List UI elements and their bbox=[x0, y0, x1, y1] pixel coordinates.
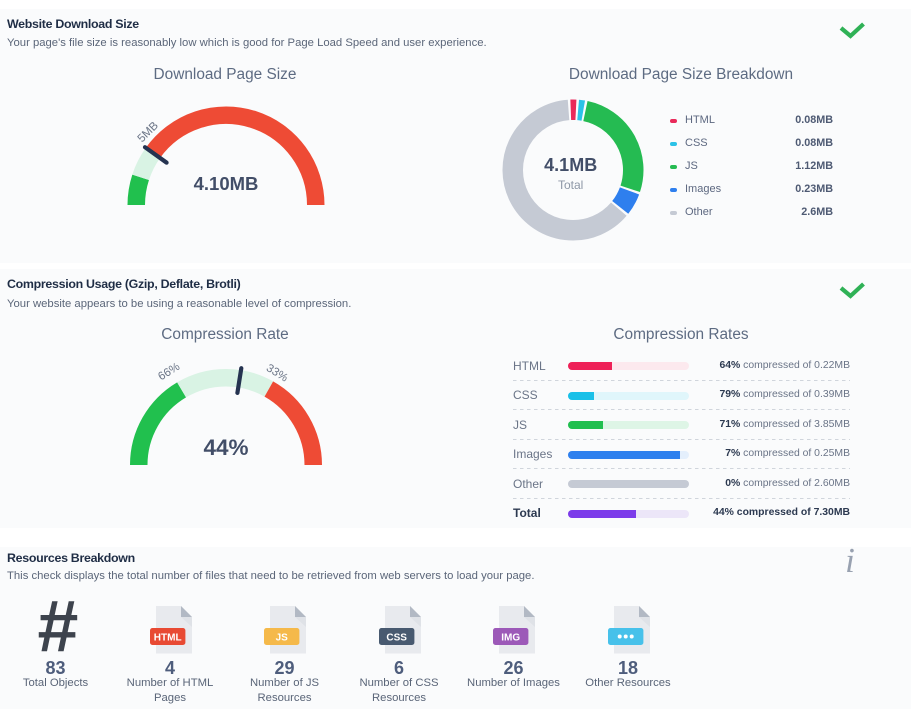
svg-text:HTML: HTML bbox=[153, 632, 181, 643]
svg-text:CSS: CSS bbox=[386, 632, 407, 643]
svg-text:66%: 66% bbox=[156, 361, 182, 383]
svg-text:JS: JS bbox=[276, 632, 289, 643]
svg-text:IMG: IMG bbox=[501, 632, 520, 643]
